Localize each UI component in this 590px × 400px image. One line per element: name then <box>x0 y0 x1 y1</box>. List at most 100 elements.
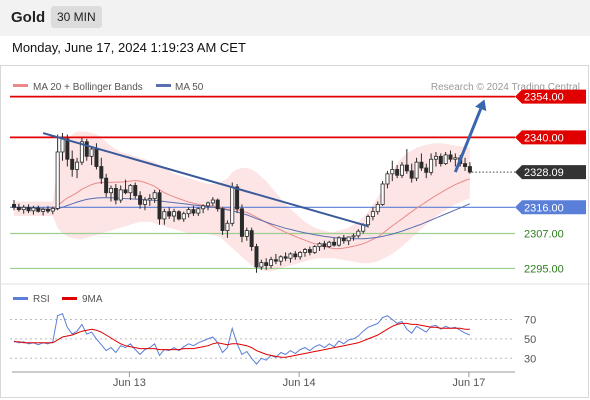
candle-down <box>463 163 468 167</box>
ma20-legend-label: MA 20 + Bollinger Bands <box>33 82 143 93</box>
rsi-ma-line <box>14 322 470 358</box>
level-tag-resistance <box>515 130 586 145</box>
candle-up <box>336 237 341 246</box>
candle-up <box>225 222 230 231</box>
timeframe-button[interactable]: 30 MIN <box>51 6 102 28</box>
candle-up <box>259 262 264 268</box>
candle-up <box>41 208 46 212</box>
candle-down <box>45 208 50 212</box>
candle-down <box>322 243 327 248</box>
candle-up <box>205 202 210 207</box>
candle-up <box>399 164 404 176</box>
candle-up <box>298 252 303 258</box>
candle-up <box>429 158 434 173</box>
level-labels: 2354.00 2340.00 2328.09 2316.00 2307.00 2295.… <box>515 89 586 275</box>
source-credit: Research © 2024 Trading Central <box>431 82 580 93</box>
candle-down <box>157 192 162 220</box>
candle-down <box>293 253 298 258</box>
candle-up <box>60 138 65 153</box>
candle-up <box>443 154 448 165</box>
chart-legend: MA 20 + Bollinger Bands MA 50 Research ©… <box>13 82 580 93</box>
candle-up <box>366 216 371 226</box>
candle-down <box>235 186 240 210</box>
level-tag-resistance <box>515 89 586 104</box>
instrument-title: Gold <box>11 9 46 26</box>
candle-up <box>79 141 84 163</box>
candle-up <box>327 241 332 248</box>
candle-down <box>11 203 16 208</box>
candlesticks <box>11 133 472 273</box>
time-tick-label: Jun 14 <box>283 377 316 389</box>
candle-down <box>332 241 337 246</box>
candle-up <box>269 259 274 266</box>
candle-down <box>419 161 424 169</box>
ma20-legend-swatch <box>13 84 28 87</box>
candle-up <box>109 187 114 194</box>
candle-up <box>317 243 322 248</box>
candle-down <box>167 211 172 217</box>
candle-down <box>395 169 400 176</box>
candle-up <box>351 235 356 238</box>
candle-up <box>302 249 307 253</box>
candle-down <box>254 246 259 268</box>
candle-down <box>36 207 41 212</box>
candle-down <box>133 185 138 197</box>
top-bar: Gold 30 MIN <box>0 0 590 36</box>
candle-up <box>346 236 351 242</box>
candle-down <box>249 230 254 248</box>
chart-datetime: Monday, June 17, 2024 1:19:23 AM CET <box>12 40 246 55</box>
candle-down <box>220 208 225 231</box>
candle-down <box>215 199 220 210</box>
candle-down <box>448 154 453 160</box>
candle-down <box>264 262 269 266</box>
candle-down <box>16 206 21 211</box>
rsi-tick-label: 70 <box>524 315 536 327</box>
rsi-legend: RSI 9MA <box>13 294 103 305</box>
time-tick-label: Jun 13 <box>113 377 146 389</box>
candle-up <box>75 161 80 170</box>
price-levels <box>10 95 515 270</box>
candle-down <box>94 148 99 167</box>
bollinger-bands <box>14 131 470 272</box>
rsi-tick-label: 50 <box>524 334 536 346</box>
rsi-legend-label: RSI <box>33 294 50 305</box>
candle-down <box>239 208 244 237</box>
candle-down <box>26 206 31 212</box>
candle-down <box>70 158 75 170</box>
candle-down <box>341 237 346 242</box>
candle-up <box>230 186 235 224</box>
candle-up <box>385 173 390 185</box>
candle-up <box>390 169 395 175</box>
level-label: 2307.00 <box>524 229 564 241</box>
candle-up <box>31 207 36 212</box>
bollinger-band-area <box>14 131 470 272</box>
candle-up <box>142 199 147 205</box>
candle-up <box>433 155 438 160</box>
projection-arrow-head <box>475 99 487 112</box>
candle-up <box>181 213 186 220</box>
candle-up <box>370 211 375 218</box>
candle-up <box>50 208 55 212</box>
level-label: 2316.00 <box>524 202 564 214</box>
candle-down <box>138 195 143 205</box>
candle-up <box>196 208 201 214</box>
candle-up <box>162 211 167 220</box>
candle-down <box>438 155 443 165</box>
level-tag-pivot <box>515 200 586 215</box>
candle-up <box>147 198 152 201</box>
candle-down <box>176 211 181 220</box>
candle-down <box>404 164 409 172</box>
candle-down <box>104 177 109 194</box>
rsi-ma-legend-label: 9MA <box>82 294 103 305</box>
candle-up <box>128 185 133 194</box>
candle-up <box>453 157 458 160</box>
candle-down <box>191 209 196 214</box>
ma50-legend-swatch <box>156 84 171 87</box>
time-tick-label: Jun 17 <box>452 377 485 389</box>
rsi-ma-legend-swatch <box>62 297 77 300</box>
level-label: 2295.00 <box>524 263 564 275</box>
projection-arrow-shaft <box>453 108 483 173</box>
candle-down <box>467 166 472 173</box>
candle-up <box>210 199 215 204</box>
